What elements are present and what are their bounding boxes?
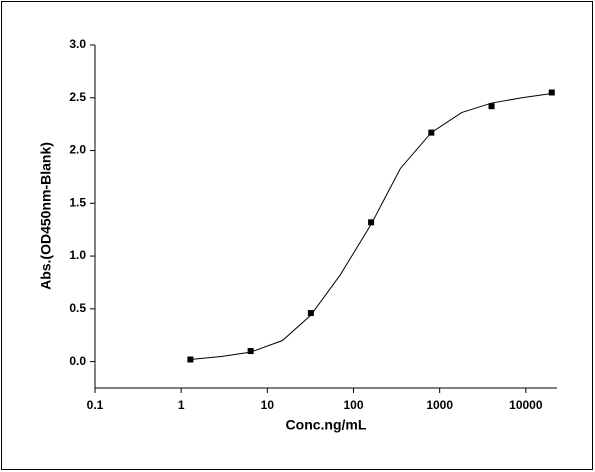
- y-tick-label: 1.0: [69, 248, 86, 262]
- x-tick-label: 1: [178, 398, 185, 412]
- y-axis-title: Abs.(OD450nm-Blank): [38, 142, 54, 290]
- x-tick-label: 10: [261, 398, 275, 412]
- fit-curve: [190, 93, 552, 360]
- data-point: [488, 103, 495, 110]
- x-tick-label: 1000: [426, 398, 453, 412]
- data-point: [187, 356, 194, 363]
- y-tick-label: 2.0: [69, 143, 86, 157]
- y-tick-label: 0.0: [69, 354, 86, 368]
- data-point: [548, 89, 555, 96]
- data-point: [247, 348, 254, 355]
- data-point: [428, 129, 435, 136]
- data-point: [368, 219, 375, 226]
- y-tick-label: 2.5: [69, 90, 86, 104]
- y-tick-label: 0.5: [69, 301, 86, 315]
- data-point: [307, 310, 314, 317]
- x-tick-label: 10000: [509, 398, 543, 412]
- y-tick-label: 3.0: [69, 37, 86, 51]
- x-tick-label: 100: [343, 398, 363, 412]
- x-axis-title: Conc.ng/mL: [286, 417, 367, 433]
- y-tick-label: 1.5: [69, 195, 86, 209]
- x-tick-label: 0.1: [87, 398, 104, 412]
